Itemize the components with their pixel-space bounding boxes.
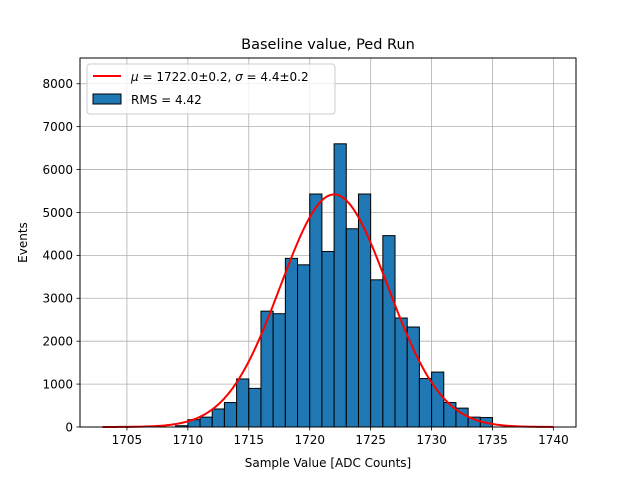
x-tick-label: 1715 [234,433,265,447]
y-tick-label: 5000 [42,206,73,220]
gaussian-fit-curve [102,193,554,428]
legend: μ = 1722.0±0.2, σ = 4.4±0.2 RMS = 4.42 [86,63,336,115]
x-tick-label: 1725 [355,433,386,447]
histogram-bar [443,402,457,428]
x-tick-label: 1735 [477,433,508,447]
y-tick-label: 3000 [42,292,73,306]
histogram-bar [297,264,311,428]
y-axis-label: Events [16,222,30,263]
x-tick-label: 1740 [538,433,569,447]
legend-rms-swatch [92,93,122,105]
legend-sigma-value: = 4.4±0.2 [243,70,309,84]
legend-rms-label: RMS = 4.42 [131,93,202,107]
histogram-bar [321,251,335,428]
histogram-bar [345,228,359,428]
x-tick-label: 1730 [416,433,447,447]
y-tick-label: 2000 [42,334,73,348]
histogram-bars [175,143,494,428]
legend-sigma-symbol: σ [235,70,243,84]
histogram-bar [333,143,347,428]
histogram-bar [211,408,225,428]
legend-mu-symbol: μ [130,70,139,84]
legend-mu-value: = 1722.0±0.2, [139,70,235,84]
x-axis-label: Sample Value [ADC Counts] [245,456,411,470]
histogram-bar [394,317,408,428]
x-tick-label: 1720 [294,433,325,447]
y-tick-label: 7000 [42,120,73,134]
y-tick-label: 1000 [42,377,73,391]
histogram-bar [406,326,420,428]
histogram-bar [309,193,323,428]
histogram-bar [370,279,384,428]
legend-fit-label: μ = 1722.0±0.2, σ = 4.4±0.2 [130,70,309,84]
chart-title: Baseline value, Ped Run [241,37,415,53]
histogram-bar [418,378,433,428]
histogram-bar [272,313,286,428]
y-tick-label: 4000 [42,249,73,263]
histogram-bar [284,257,299,428]
y-tick-label: 0 [65,420,73,434]
plot-frame [79,57,577,428]
histogram-bar [382,235,396,428]
axis-ticks: 1705 1710 1715 1720 1725 1730 1735 1740 0 1000 200… [42,77,568,447]
fit-curve-layer [102,193,554,428]
histogram-bar [199,416,213,428]
x-tick-label: 1710 [173,433,204,447]
x-tick-label: 1705 [112,433,143,447]
legend-frame [86,63,336,115]
histogram-bar [223,402,238,428]
histogram-bar [248,387,262,428]
y-tick-label: 6000 [42,163,73,177]
y-tick-label: 8000 [42,77,73,91]
histogram-bar [431,371,445,428]
histogram-bar [236,378,250,428]
